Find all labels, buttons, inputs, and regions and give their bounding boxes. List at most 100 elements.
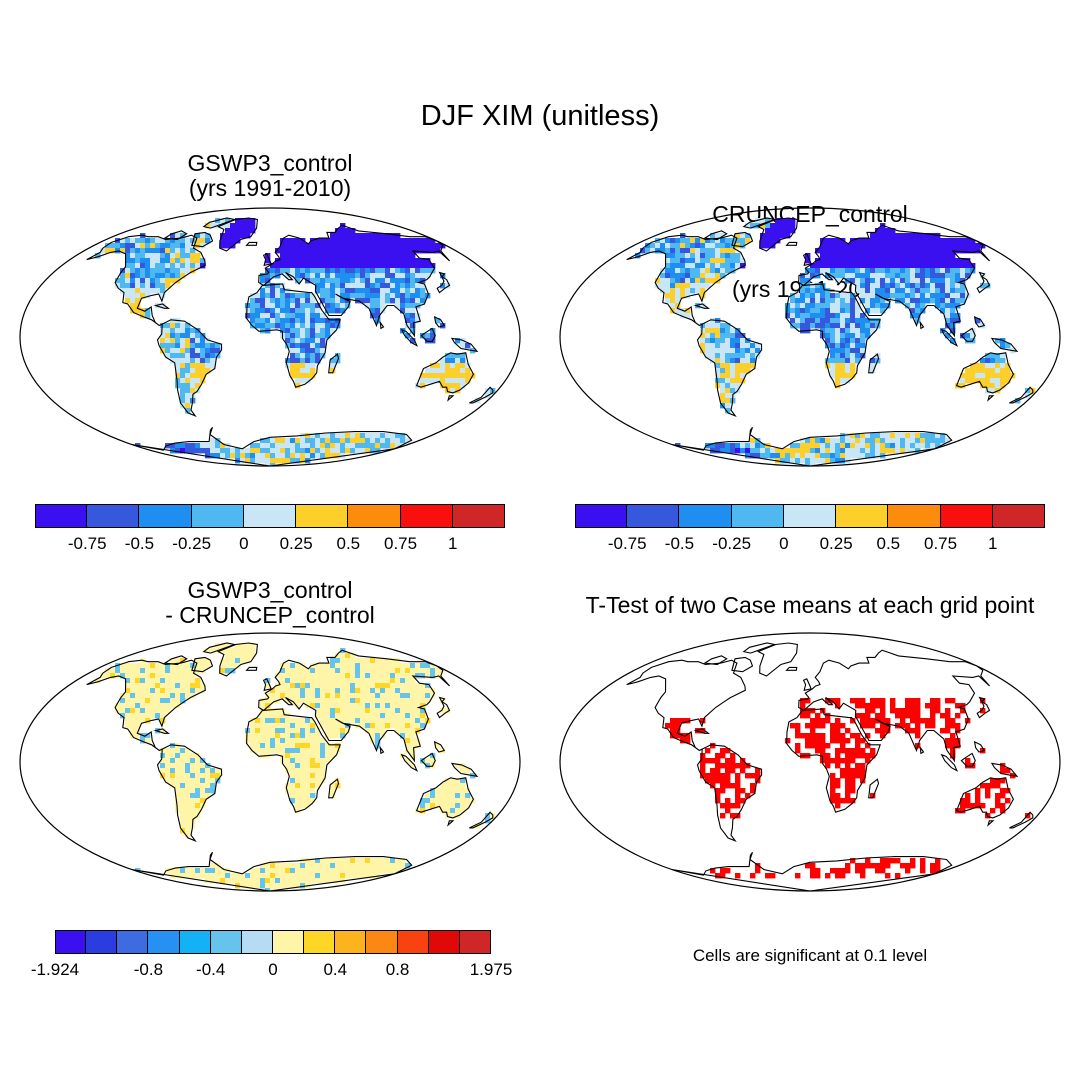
map-cell — [745, 348, 751, 354]
map-cell — [275, 438, 281, 444]
map-cell — [305, 318, 311, 324]
map-cell — [750, 358, 756, 364]
map-cell — [185, 803, 191, 809]
map-cell — [305, 798, 311, 804]
map-cell — [400, 668, 406, 674]
map-cell — [940, 713, 946, 719]
map-cell — [675, 283, 681, 289]
map-cell — [675, 728, 681, 734]
map-cell — [360, 693, 366, 699]
map-cell — [775, 228, 781, 234]
map-cell — [790, 458, 796, 464]
map-cell — [935, 258, 941, 264]
map-cell — [850, 273, 856, 279]
map-cell — [815, 263, 821, 269]
map-cell — [380, 713, 386, 719]
map-cell — [870, 698, 876, 704]
map-cell — [940, 253, 946, 259]
map-cell — [830, 458, 836, 464]
map-cell — [315, 698, 321, 704]
map-cell — [260, 723, 266, 729]
map-cell — [390, 283, 396, 289]
map-cell — [235, 648, 241, 654]
map-cell — [945, 738, 951, 744]
map-cell — [730, 363, 736, 369]
map-cell — [165, 323, 171, 329]
map-cell — [405, 708, 411, 714]
map-cell — [920, 443, 926, 449]
map-cell — [340, 243, 346, 249]
map-cell — [840, 273, 846, 279]
map-cell — [340, 708, 346, 714]
map-cell — [825, 253, 831, 259]
map-cell — [280, 733, 286, 739]
map-cell — [355, 443, 361, 449]
map-cell — [405, 693, 411, 699]
map-cell — [815, 718, 821, 724]
map-cell — [890, 268, 896, 274]
map-cell — [185, 263, 191, 269]
map-cell — [460, 788, 466, 794]
map-cell — [825, 698, 831, 704]
map-cell — [910, 448, 916, 454]
map-cell — [945, 283, 951, 289]
map-cell — [880, 713, 886, 719]
map-cell — [210, 878, 216, 884]
map-cell — [390, 268, 396, 274]
map-cell — [375, 693, 381, 699]
map-cell — [330, 728, 336, 734]
map-cell — [255, 323, 261, 329]
map-cell — [420, 723, 426, 729]
map-cell — [230, 873, 236, 879]
map-cell — [370, 663, 376, 669]
map-cell — [220, 448, 226, 454]
map-cell — [410, 303, 416, 309]
map-cell — [365, 858, 371, 864]
map-cell — [210, 223, 216, 229]
map-cell — [375, 238, 381, 244]
map-cell — [830, 333, 836, 339]
map-cell — [425, 238, 431, 244]
map-cell — [795, 443, 801, 449]
map-cell — [905, 713, 911, 719]
map-cell — [330, 713, 336, 719]
coastline — [328, 778, 340, 799]
map-cell — [930, 278, 936, 284]
map-cell — [860, 453, 866, 459]
map-cell — [825, 273, 831, 279]
map-cell — [835, 748, 841, 754]
colorbar-swatch — [366, 930, 398, 954]
map-cell — [255, 738, 261, 744]
map-cell — [885, 293, 891, 299]
map-cell — [230, 878, 236, 884]
map-cell — [450, 783, 456, 789]
map-cell — [355, 243, 361, 249]
map-cell — [210, 343, 216, 349]
map-cell — [655, 243, 661, 249]
colorbar-tick-label: 0.4 — [323, 960, 348, 979]
map-cell — [175, 778, 181, 784]
map-cell — [880, 253, 886, 259]
map-cell — [805, 308, 811, 314]
map-cell — [870, 293, 876, 299]
map-cell — [150, 683, 156, 689]
map-cell — [960, 798, 966, 804]
map-cell — [165, 243, 171, 249]
map-cell — [445, 783, 451, 789]
map-cell — [860, 773, 866, 779]
map-cell — [285, 748, 291, 754]
map-cell — [330, 688, 336, 694]
map-cell — [345, 693, 351, 699]
map-cell — [140, 663, 146, 669]
map-cell — [320, 713, 326, 719]
map-cell — [180, 693, 186, 699]
map-cell — [970, 373, 976, 379]
map-cell — [725, 808, 731, 814]
map-cell — [395, 253, 401, 259]
map-cell — [700, 293, 706, 299]
map-cell — [170, 323, 176, 329]
map-cell — [705, 268, 711, 274]
map-cell — [355, 658, 361, 664]
map-cell — [810, 723, 816, 729]
map-cell — [855, 433, 861, 439]
